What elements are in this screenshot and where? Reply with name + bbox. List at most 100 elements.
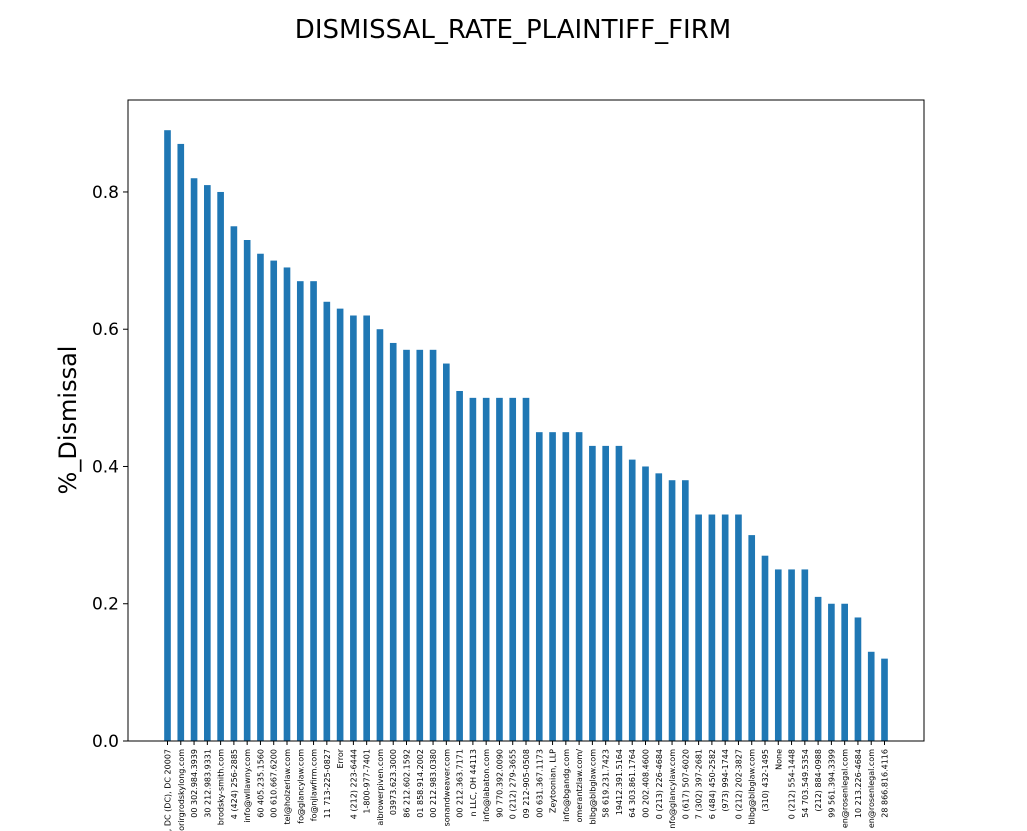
x-tick-label: info@bgandg.com (562, 749, 571, 822)
bar (270, 260, 278, 741)
bar (814, 596, 822, 741)
bar (788, 569, 795, 741)
bar (881, 658, 888, 741)
x-tick-label: 4 (212) 223-6444 (349, 749, 358, 819)
x-tick-label: aibrowerpiven.com (376, 749, 385, 826)
bar (841, 603, 848, 741)
bar (456, 390, 463, 741)
bar (310, 281, 317, 741)
x-tick-label: orirgrodskylong.com (177, 749, 186, 831)
x-tick-label: (310) 432-1495 (761, 749, 770, 812)
x-tick-label: info@labaton.com (482, 749, 491, 822)
bar (482, 397, 490, 741)
bar (230, 226, 238, 741)
y-tick-label: 0.4 (92, 457, 119, 477)
bar (535, 432, 543, 741)
bar (164, 130, 171, 741)
bar (363, 315, 370, 741)
x-tick-label: tel@holzerlaw.com (283, 749, 292, 825)
bar (177, 143, 185, 742)
x-tick-label: 60 405.235.1560 (256, 749, 265, 818)
x-tick-label: 11 713-225-0827 (323, 749, 332, 818)
bar (416, 349, 424, 741)
bar (389, 342, 397, 741)
x-tick-label: fo@glancylaw.com (296, 749, 305, 824)
bars-group (164, 130, 888, 742)
bar (867, 651, 875, 741)
x-tick-label: 58 619.231.7423 (602, 749, 611, 818)
x-tick-label: (212) 884-0988 (814, 749, 823, 812)
y-tick-label: 0.0 (92, 732, 119, 752)
x-tick-label: 6 (484) 450-2582 (708, 749, 717, 819)
x-tick-label: 64 303.861.1764 (628, 749, 637, 818)
bar (336, 308, 344, 741)
x-tick-label: 19412.391.5164 (615, 749, 624, 815)
x-tick-label: 09 212-905-0508 (522, 749, 531, 818)
x-tick-label: 86 212.602.1592 (403, 749, 412, 818)
bar (257, 253, 264, 742)
x-tick-label: n LLC, OH 44113 (469, 749, 478, 817)
bar (668, 480, 676, 741)
bar (562, 432, 570, 741)
y-axis-label: %_Dismissal (54, 346, 82, 495)
bar (496, 397, 503, 741)
x-tick-label: 4 (424) 256-2885 (230, 749, 239, 819)
x-tick-label: Error (336, 748, 345, 768)
x-tick-label: 00 610.667.6200 (270, 749, 279, 818)
x-tick-label: 1-800-977-7401 (363, 749, 372, 814)
y-tick-label: 0.6 (92, 320, 119, 340)
bar (350, 315, 357, 741)
x-tick-label: blbg@blbglaw.com (748, 749, 757, 825)
x-tick-label: 0 (617) 507-6020 (681, 749, 690, 819)
bar (589, 445, 596, 741)
x-tick-label: 00 302.984.3939 (190, 749, 199, 818)
plot-frame (127, 99, 925, 742)
x-tick-label: fo@njlawfirm.com (310, 749, 319, 821)
bar (655, 473, 663, 741)
bar (642, 466, 649, 741)
bar (695, 514, 702, 741)
bar (575, 432, 583, 741)
x-tick-label: info@wllawny.com (243, 749, 252, 823)
bar (735, 514, 742, 741)
bar (828, 603, 835, 741)
bar (708, 514, 716, 741)
x-tick-label: 0 (213) 226-4684 (655, 749, 664, 819)
x-tick-label: omerantzlaw.com/ (575, 749, 584, 823)
x-tick-label: 7 (302) 397-2681 (695, 749, 704, 819)
x-tick-label: None (774, 749, 783, 770)
x-tick-label: 01 858.914.2002 (416, 749, 425, 818)
bar (615, 445, 623, 741)
x-tick-label: 00 212.983.0380 (429, 749, 438, 818)
x-tick-label: 28 866.816.4116 (881, 749, 890, 818)
bar (376, 329, 384, 741)
bar (854, 617, 862, 741)
x-tick-label: 0 (212) 202-3827 (734, 749, 743, 819)
bar (243, 240, 251, 741)
bar (602, 445, 609, 741)
bar (283, 267, 291, 741)
bar (721, 514, 729, 741)
bar (549, 432, 556, 741)
bar (801, 569, 809, 741)
bar (628, 459, 636, 741)
bar (217, 191, 224, 741)
x-tick-label: 90 770.392.0090 (495, 749, 504, 818)
y-tick-label: 0.2 (92, 595, 119, 615)
x-tick-label: 30 212.983.9331 (203, 749, 212, 818)
x-tick-label: sonandweaver.com (442, 749, 451, 827)
x-tick-label: 03973.623.3000 (389, 749, 398, 815)
x-tick-label: nfo@glancylaw.com (668, 749, 677, 829)
bar (296, 281, 304, 741)
x-tick-label: 0 (212) 554-1448 (788, 749, 797, 819)
x-tick-label: , DC (DC), DC 20007 (164, 749, 173, 831)
x-tick-label: 10 213.226-4684 (854, 749, 863, 818)
x-axis-ticks: , DC (DC), DC 20007 orirgrodskylong.com 00… (164, 741, 890, 831)
x-tick-label: 0 (212) 279-3655 (509, 749, 518, 819)
x-tick-label: 54 703.549.5354 (801, 749, 810, 818)
x-tick-label: brodsky-smith.com (217, 749, 226, 825)
bar (429, 349, 437, 741)
x-tick-label: Zeytoonian, LLP (549, 749, 558, 813)
bar (748, 535, 756, 741)
